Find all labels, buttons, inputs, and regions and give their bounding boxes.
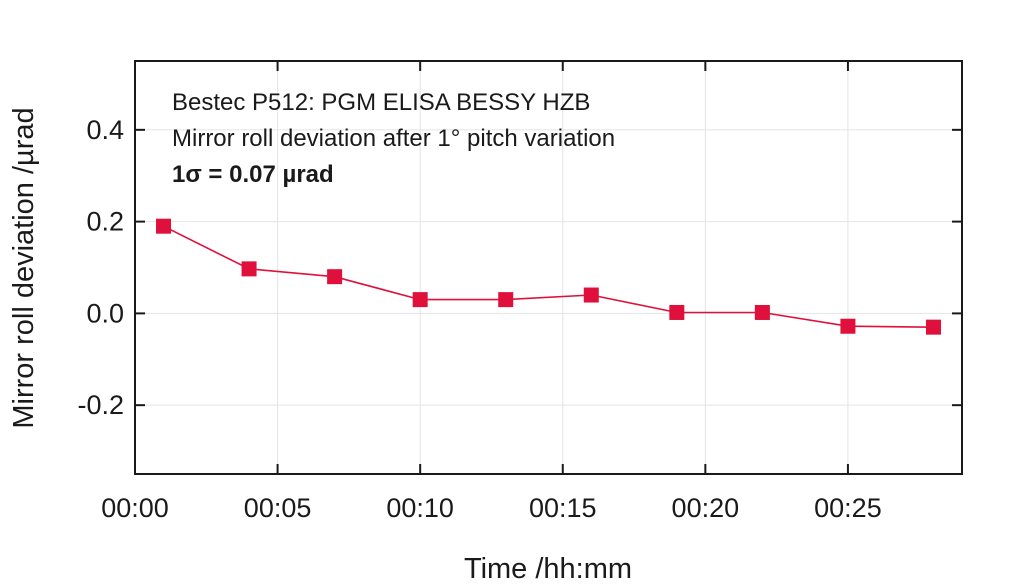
- data-point-marker: [583, 287, 599, 303]
- grid-lines: [134, 61, 962, 474]
- data-point-marker: [925, 319, 941, 335]
- series-line: [163, 225, 934, 328]
- data-point-marker: [241, 261, 257, 277]
- y-tick-label: 0.2: [86, 207, 124, 237]
- data-point-marker: [327, 269, 343, 285]
- y-tick-label: -0.2: [77, 390, 124, 420]
- data-point-marker: [754, 304, 770, 320]
- x-tick-label: 00:15: [529, 493, 597, 523]
- data-point-marker: [412, 292, 428, 308]
- annotation-sigma: 1σ = 0.07 µrad: [172, 161, 334, 188]
- x-tick-labels: 00:00 00:05 00:10 00:15 00:20 00:25: [101, 493, 882, 523]
- data-point-marker: [840, 318, 856, 334]
- plot-frame: [134, 60, 963, 475]
- x-tick-label: 00:05: [244, 493, 312, 523]
- y-tick-labels: -0.2 0.0 0.2 0.4: [77, 115, 124, 420]
- data-series: [156, 218, 941, 335]
- data-point-marker: [669, 304, 685, 320]
- annotation-line-2: Mirror roll deviation after 1° pitch var…: [172, 125, 615, 152]
- x-tick-label: 00:20: [672, 493, 740, 523]
- x-tick-label: 00:25: [814, 493, 882, 523]
- x-tick-label: 00:00: [101, 493, 169, 523]
- x-tick-label: 00:10: [386, 493, 454, 523]
- y-tick-label: 0.0: [86, 298, 124, 328]
- annotations: Bestec P512: PGM ELISA BESSY HZB Mirror …: [172, 89, 615, 188]
- axis-ticks: [134, 61, 962, 474]
- data-point-marker: [156, 218, 172, 234]
- y-tick-label: 0.4: [86, 115, 124, 145]
- y-axis-title: Mirror roll deviation /µrad: [8, 107, 40, 428]
- data-point-marker: [498, 292, 514, 308]
- annotation-line-1: Bestec P512: PGM ELISA BESSY HZB: [172, 89, 590, 116]
- x-axis-title: Time /hh:mm: [464, 553, 632, 585]
